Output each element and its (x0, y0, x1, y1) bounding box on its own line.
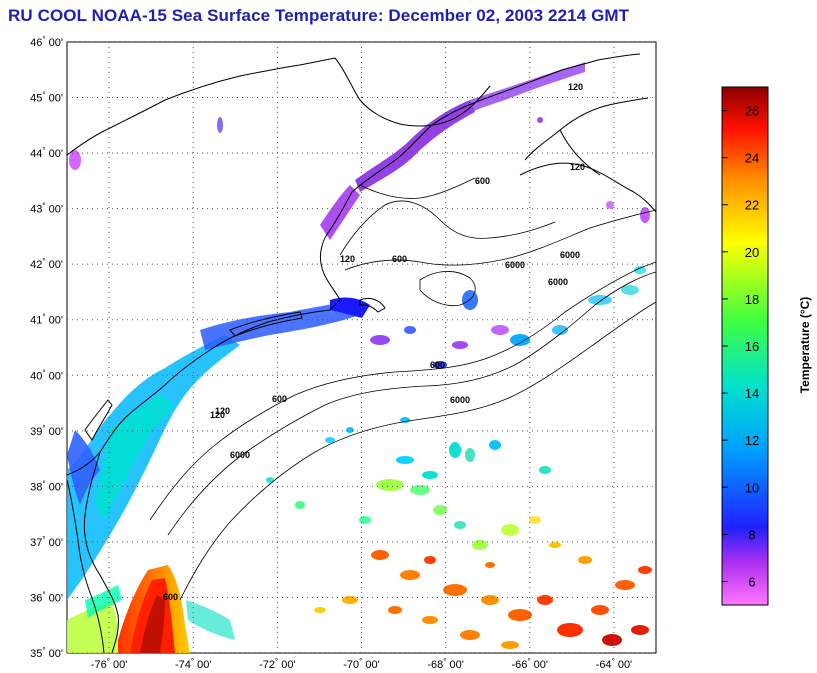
isobath-label: 600 (272, 394, 287, 404)
isobaths (149, 177, 656, 601)
isobath-label: 6000 (548, 277, 568, 287)
colorbar: 26 24 22 20 18 16 14 12 10 8 6 Temperature (°C) (721, 86, 812, 606)
colorbar-tick-label: 16 (745, 339, 759, 354)
colorbar-tick-label: 14 (745, 386, 759, 401)
latitude-label: 46° 00' (30, 35, 63, 49)
isobath-label: 120 (568, 82, 583, 92)
graticule (67, 42, 656, 653)
colorbar-tick-label: 22 (745, 198, 759, 213)
map-content: 120 600 6000 600 6000 120 600 6000 120 6… (67, 42, 656, 653)
latitude-label: 39° 00' (30, 424, 63, 438)
longitude-label: -64° 00' (596, 657, 633, 671)
colorbar-ticks: 26 24 22 20 18 16 14 12 10 8 6 (722, 104, 759, 589)
longitude-label: -76° 00' (91, 657, 128, 671)
colorbar-tick-label: 26 (745, 104, 759, 119)
colorbar-title: Temperature (°C) (798, 297, 812, 394)
isobath-label: 6000 (505, 260, 525, 270)
isobath-label: 6000 (230, 450, 250, 460)
colorbar-tick-label: 20 (745, 245, 759, 260)
isobath-label: 120 (340, 254, 355, 264)
colorbar-tick-label: 12 (745, 433, 759, 448)
colorbar-tick-label: 6 (748, 574, 755, 589)
latitude-label: 40° 00' (30, 368, 63, 382)
longitude-label: -72° 00' (259, 657, 296, 671)
isobath-label: 600 (163, 592, 178, 602)
isobath-label: 120 (210, 410, 225, 420)
longitude-label: -74° 00' (175, 657, 212, 671)
longitude-label: -68° 00' (427, 657, 464, 671)
latitude-label: 36° 00' (30, 590, 63, 604)
latitude-labels: 46° 00' 45° 00' 44° 00' 43° 00' 42° 00' 41° 0… (30, 35, 63, 660)
sst-data-layer (67, 62, 652, 653)
longitude-labels: -76° 00' -74° 00' -72° 00' -70° 00' -68° 00'… (91, 657, 632, 671)
map-title: RU COOL NOAA-15 Sea Surface Temperature:… (8, 6, 630, 25)
isobath-label: 600 (430, 360, 445, 370)
longitude-label: -70° 00' (343, 657, 380, 671)
isobath-label: 600 (392, 254, 407, 264)
isobath-label: 120 (215, 406, 230, 416)
coastline (67, 53, 656, 653)
colorbar-tick-label: 10 (745, 480, 759, 495)
latitude-label: 42° 00' (30, 257, 63, 271)
longitude-label: -66° 00' (512, 657, 549, 671)
latitude-label: 35° 00' (30, 646, 63, 660)
latitude-label: 44° 00' (30, 146, 63, 160)
latitude-label: 41° 00' (30, 313, 63, 327)
isobath-labels: 120 600 6000 600 6000 120 600 6000 120 6… (163, 82, 585, 602)
latitude-label: 45° 00' (30, 91, 63, 105)
colorbar-tick-label: 8 (748, 527, 755, 542)
latitude-label: 43° 00' (30, 202, 63, 216)
isobath-label: 600 (475, 176, 490, 186)
latitude-label: 38° 00' (30, 479, 63, 493)
latitude-label: 37° 00' (30, 535, 63, 549)
isobath-label: 6000 (560, 250, 580, 260)
isobath-label: 120 (570, 162, 585, 172)
colorbar-tick-label: 18 (745, 292, 759, 307)
colorbar-tick-label: 24 (745, 151, 759, 166)
isobath-label: 6000 (450, 395, 470, 405)
